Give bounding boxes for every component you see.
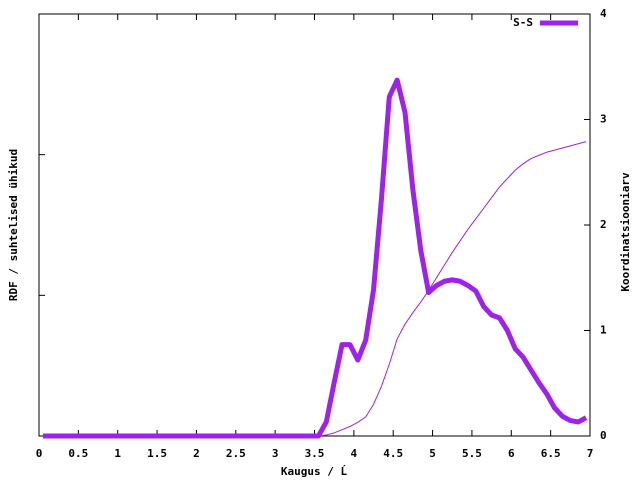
x-tick-label: 6.5 <box>541 447 561 460</box>
x-tick-label: 1 <box>114 447 121 460</box>
y2-tick-label: 2 <box>600 218 607 231</box>
x-tick-label: 3 <box>272 447 279 460</box>
x-tick-label: 5 <box>429 447 436 460</box>
x-tick-label: 2.5 <box>226 447 246 460</box>
x-tick-label: 4 <box>351 447 358 460</box>
x-tick-label: 3.5 <box>305 447 325 460</box>
series-line <box>42 77 588 439</box>
x-tick-label: 7 <box>587 447 594 460</box>
y2-axis-label: Koordinatsiooniarv <box>619 172 632 292</box>
plot-frame <box>38 13 591 437</box>
x-tick-label: 1.5 <box>147 447 167 460</box>
x-tick-label: 4.5 <box>383 447 403 460</box>
legend-label: S-S <box>513 16 533 29</box>
series-line <box>42 141 587 437</box>
y2-tick-label: 1 <box>600 324 607 337</box>
x-tick-label: 5.5 <box>462 447 482 460</box>
x-axis-label: Kaugus / Ĺ <box>281 465 348 478</box>
x-tick-label: 2 <box>193 447 200 460</box>
y2-tick-label: 0 <box>600 429 607 442</box>
y-axis-label: RDF / suhtelised ühikud <box>7 149 20 301</box>
x-tick-label: 0 <box>36 447 43 460</box>
x-tick-label: 6 <box>508 447 515 460</box>
y2-tick-label: 3 <box>600 113 607 126</box>
x-tick-label: 0.5 <box>68 447 88 460</box>
y2-tick-label: 4 <box>600 7 607 20</box>
